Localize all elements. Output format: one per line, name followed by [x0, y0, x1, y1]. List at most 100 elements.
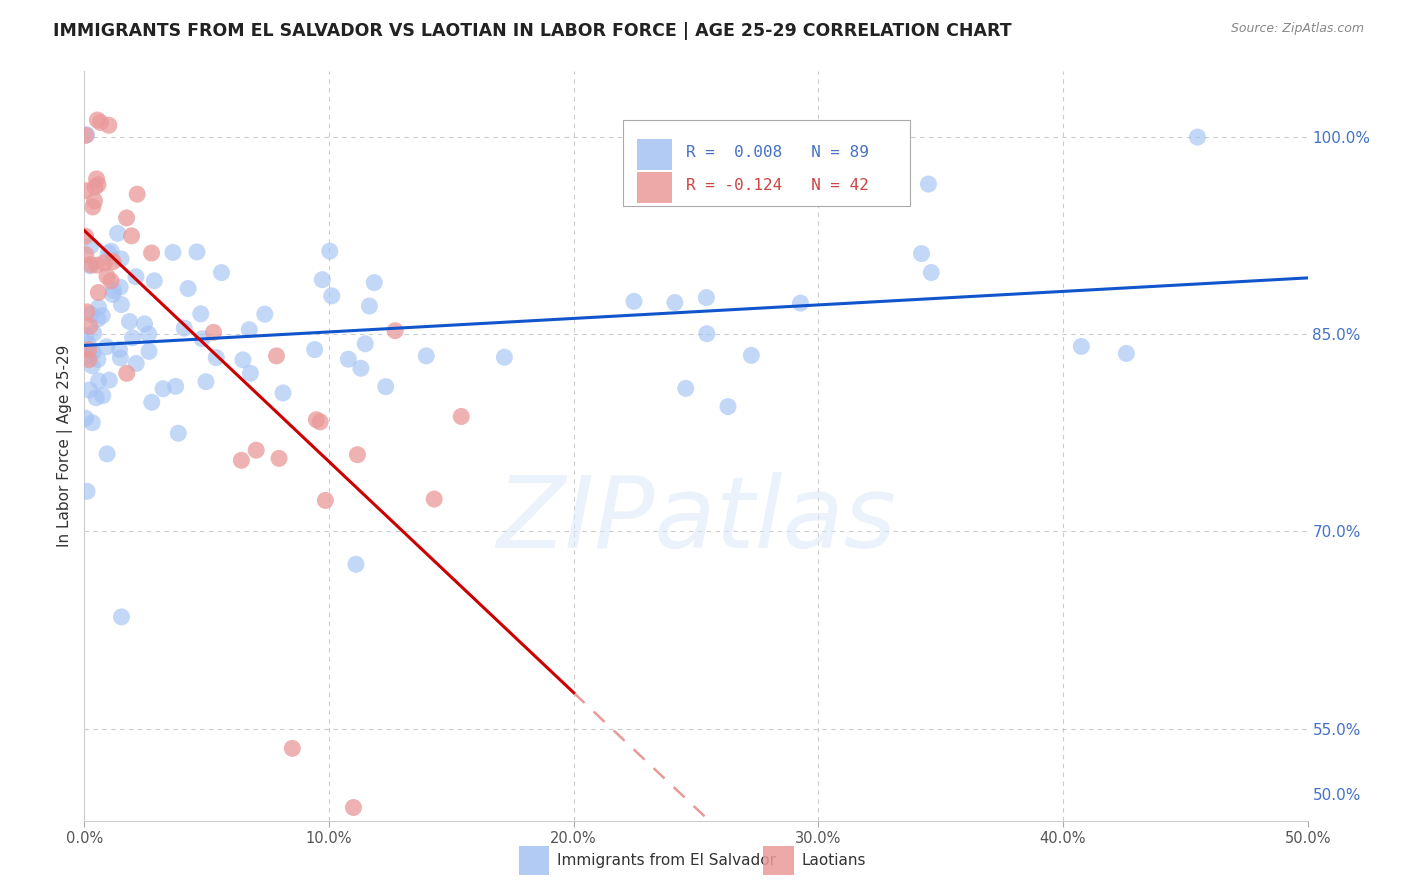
Point — [91, 389, 114, 403]
Point — [162, 245, 184, 260]
Point — [305, 412, 328, 426]
Point — [110, 610, 132, 624]
Point — [494, 350, 516, 364]
Point — [87, 178, 110, 192]
Point — [80, 239, 103, 253]
Point — [363, 276, 385, 290]
Point — [450, 409, 472, 424]
Point — [138, 326, 160, 341]
Point — [75, 411, 97, 425]
Point — [100, 274, 122, 288]
Point — [205, 351, 228, 365]
Point — [191, 332, 214, 346]
Point — [115, 211, 138, 225]
Point — [75, 349, 97, 363]
Point — [165, 379, 187, 393]
Point — [337, 352, 360, 367]
Point — [202, 326, 225, 340]
Point — [696, 326, 718, 341]
Point — [423, 491, 446, 506]
Point — [194, 375, 217, 389]
Point — [717, 400, 740, 414]
Point — [84, 180, 107, 194]
Point — [271, 386, 294, 401]
Point — [75, 328, 97, 343]
Point — [96, 269, 118, 284]
Point — [125, 269, 148, 284]
Point — [97, 246, 120, 260]
Text: Laotians: Laotians — [801, 853, 866, 868]
Point — [86, 113, 108, 128]
Point — [350, 361, 373, 376]
Point — [245, 443, 267, 458]
Point — [79, 259, 101, 273]
Point — [83, 326, 105, 340]
Point — [415, 349, 437, 363]
Point — [79, 258, 101, 272]
Point — [695, 291, 717, 305]
Point — [75, 247, 97, 261]
Point — [177, 281, 200, 295]
Bar — [637, 139, 672, 170]
Bar — [519, 847, 550, 874]
Point — [231, 453, 253, 467]
Point — [1070, 339, 1092, 353]
Point — [740, 348, 762, 362]
Point — [86, 258, 108, 272]
Point — [675, 381, 697, 395]
Point — [110, 297, 132, 311]
Text: Source: ZipAtlas.com: Source: ZipAtlas.com — [1230, 22, 1364, 36]
Point — [141, 246, 163, 260]
Point — [253, 307, 276, 321]
Point — [96, 447, 118, 461]
Text: IMMIGRANTS FROM EL SALVADOR VS LAOTIAN IN LABOR FORCE | AGE 25-29 CORRELATION CH: IMMIGRANTS FROM EL SALVADOR VS LAOTIAN I… — [53, 22, 1012, 40]
Point — [118, 314, 141, 328]
Point — [108, 343, 131, 357]
Bar — [637, 171, 672, 203]
Point — [91, 309, 114, 323]
Point — [98, 373, 121, 387]
Point — [1187, 130, 1209, 145]
Point — [80, 307, 103, 321]
Point — [266, 349, 288, 363]
Point — [87, 352, 110, 367]
Point — [80, 344, 103, 359]
Point — [623, 294, 645, 309]
Point — [86, 172, 108, 186]
Point — [267, 451, 290, 466]
Point — [314, 493, 336, 508]
Point — [82, 345, 104, 359]
Point — [304, 343, 326, 357]
Point — [115, 367, 138, 381]
Text: Immigrants from El Salvador: Immigrants from El Salvador — [557, 853, 776, 868]
Point — [100, 244, 122, 259]
Point — [281, 741, 304, 756]
Point — [82, 200, 104, 214]
Point — [138, 344, 160, 359]
Point — [239, 366, 262, 380]
Point — [97, 118, 120, 132]
Text: ZIPatlas: ZIPatlas — [496, 473, 896, 569]
Point — [920, 266, 942, 280]
Point — [125, 356, 148, 370]
Bar — [763, 847, 794, 874]
Point — [152, 382, 174, 396]
Point — [346, 448, 368, 462]
Point — [321, 289, 343, 303]
Point — [134, 317, 156, 331]
Point — [108, 280, 131, 294]
Point — [110, 351, 132, 365]
Text: R =  0.008   N = 89: R = 0.008 N = 89 — [686, 145, 869, 161]
Point — [84, 391, 107, 405]
Point — [384, 324, 406, 338]
Point — [354, 336, 377, 351]
Point — [76, 305, 98, 319]
Point — [121, 331, 143, 345]
Point — [374, 379, 396, 393]
Point — [143, 274, 166, 288]
Point — [87, 285, 110, 300]
Point — [101, 254, 124, 268]
Point — [311, 273, 333, 287]
Point — [93, 255, 115, 269]
Point — [238, 323, 260, 337]
